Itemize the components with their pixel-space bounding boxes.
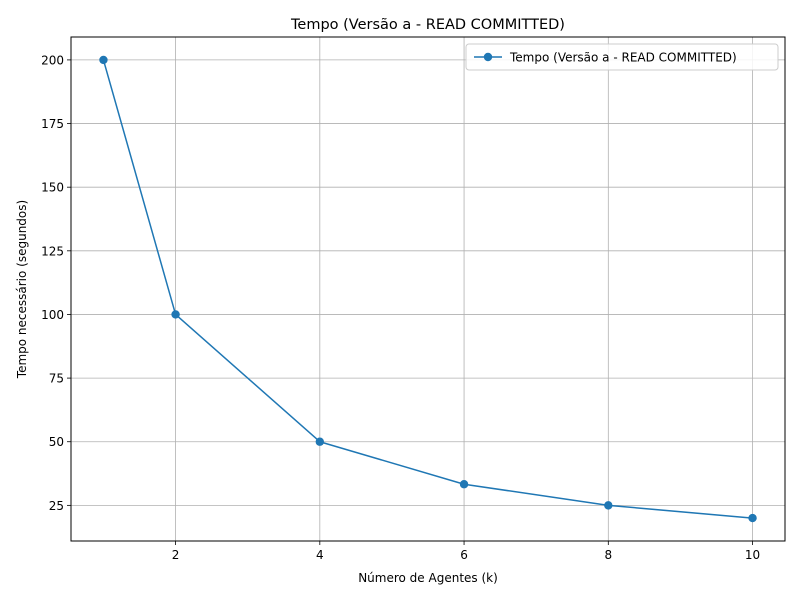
plot-frame [70, 36, 786, 542]
y-tick-label: 100 [41, 308, 64, 322]
x-tick-label: 4 [316, 548, 324, 562]
x-axis-label: Número de Agentes (k) [358, 571, 498, 585]
x-axis-ticks: 2 4 6 8 10 [172, 541, 760, 562]
data-point [604, 501, 613, 510]
x-tick-label: 2 [172, 548, 180, 562]
y-tick-label: 175 [41, 117, 64, 131]
legend-marker [483, 52, 493, 62]
y-tick-label: 50 [49, 435, 64, 449]
chart-title: Tempo (Versão a - READ COMMITTED) [290, 17, 565, 33]
y-tick-label: 200 [41, 53, 64, 67]
y-axis-ticks: 25 50 75 100 125 150 175 200 [41, 53, 71, 513]
y-tick-label: 150 [41, 181, 64, 195]
data-point [459, 480, 469, 489]
x-tick-label: 6 [460, 548, 468, 562]
legend: Tempo (Versão a - READ COMMITTED) [465, 43, 779, 71]
y-axis-label: Tempo necessário (segundos) [15, 200, 29, 379]
x-tick-label: 10 [745, 548, 760, 562]
y-tick-label: 125 [41, 244, 64, 258]
series-line [102, 59, 753, 519]
data-point [748, 513, 757, 523]
data-point [315, 437, 325, 446]
series-layer [99, 55, 757, 523]
y-tick-label: 25 [49, 499, 64, 513]
legend-box [465, 43, 779, 71]
data-point [171, 310, 180, 319]
legend-label: Tempo (Versão a - READ COMMITTED) [509, 51, 737, 65]
data-point [99, 55, 108, 65]
x-tick-label: 8 [604, 548, 612, 562]
y-tick-label: 75 [49, 372, 64, 386]
